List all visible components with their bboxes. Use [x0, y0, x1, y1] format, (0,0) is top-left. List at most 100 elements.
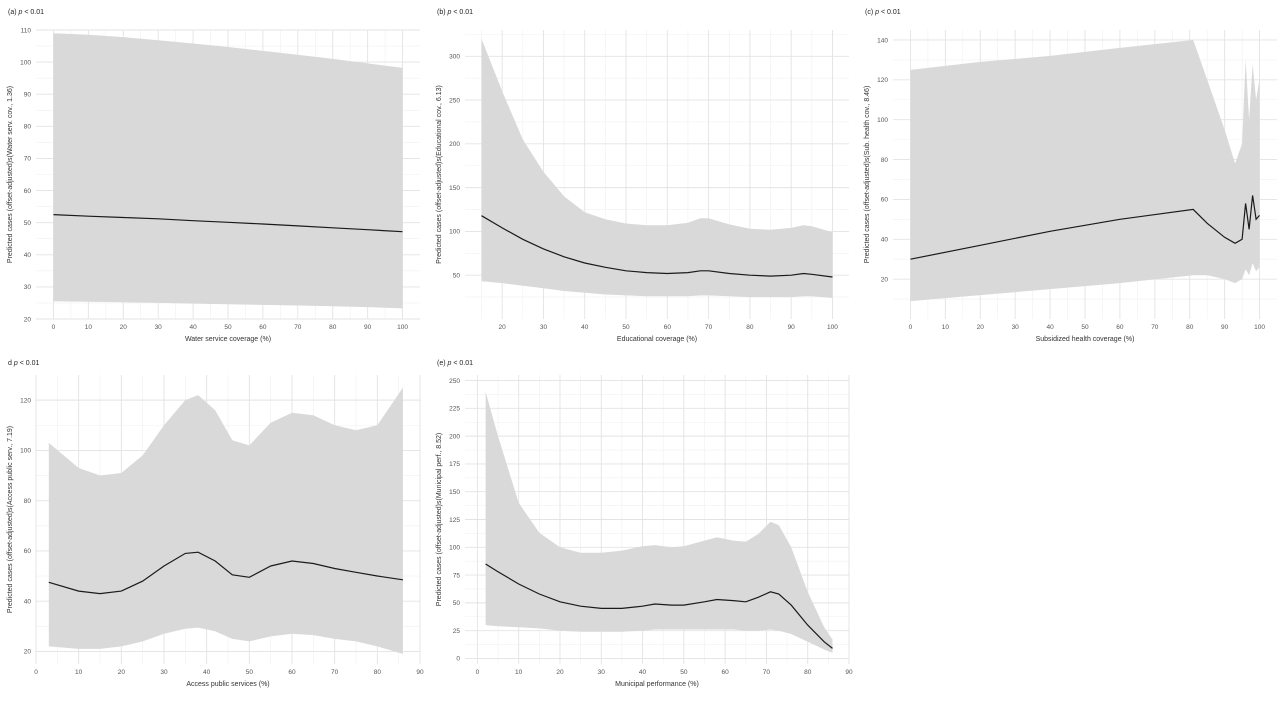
panel-a-confidence-band: [53, 33, 403, 309]
panel-d-confidence-band: [48, 387, 403, 654]
panel-d: 0 10 20 30 40 50 60 70 80 90 20 40 60 80 100 120 Access …: [7, 360, 424, 688]
x-tick-label: 80: [374, 669, 382, 676]
x-tick-label: 80: [746, 324, 754, 331]
y-tick-label: 40: [881, 237, 889, 244]
panel-c: 0 10 20 30 40 50 60 70 80 90 100 20 40 60 80 100 120 140 S…: [864, 9, 1277, 343]
y-tick-label: 100: [877, 117, 888, 124]
y-tick-label: 300: [449, 54, 460, 61]
panel-c-fitted-line: [910, 195, 1260, 260]
panel-e-title-prefix: (e): [437, 360, 448, 367]
x-tick-label: 20: [556, 669, 564, 676]
panel-e-x-axis-label: Municipal performance (%): [615, 681, 699, 688]
x-tick-label: 70: [331, 669, 339, 676]
x-tick-label: 50: [622, 324, 630, 331]
x-tick-label: 0: [52, 324, 56, 331]
panel-c-title-p: p: [874, 9, 879, 16]
x-tick-label: 60: [664, 324, 672, 331]
panel-b-x-axis-label: Educational coverage (%): [617, 336, 697, 343]
x-tick-label: 0: [909, 324, 913, 331]
y-tick-label: 250: [449, 97, 460, 104]
panel-c-y-axis-label: Predicted cases (offset-adjusted)s(Sub. …: [864, 86, 871, 264]
panel-e-fitted-line: [485, 563, 833, 649]
x-tick-label: 10: [85, 324, 93, 331]
y-tick-label: 150: [449, 489, 460, 496]
panel-b-y-axis-label: Predicted cases (offset-adjusted)s(Educa…: [436, 85, 443, 264]
y-tick-label: 90: [24, 92, 32, 99]
x-tick-label: 10: [515, 669, 523, 676]
x-tick-label: 70: [763, 669, 771, 676]
x-tick-label: 70: [705, 324, 713, 331]
panel-b-fitted-line: [481, 215, 833, 278]
y-tick-label: 60: [881, 197, 889, 204]
y-tick-label: 60: [24, 548, 32, 555]
panel-c-x-axis-label: Subsidized health coverage (%): [1036, 336, 1135, 343]
y-tick-label: 75: [453, 572, 461, 579]
panel-c-confidence-band: [910, 40, 1260, 302]
y-tick-label: 70: [24, 156, 32, 163]
x-tick-label: 20: [118, 669, 126, 676]
panel-a-title-prefix: (a): [8, 9, 19, 16]
x-tick-label: 20: [977, 324, 985, 331]
x-tick-label: 80: [804, 669, 812, 676]
y-tick-label: 80: [881, 157, 889, 164]
x-tick-label: 100: [397, 324, 408, 331]
panel-a-title: (a) p < 0.01: [8, 9, 44, 16]
x-tick-label: 100: [1254, 324, 1265, 331]
y-tick-label: 20: [24, 316, 32, 323]
y-tick-label: 100: [449, 545, 460, 552]
x-tick-label: 60: [1116, 324, 1124, 331]
x-tick-label: 20: [499, 324, 507, 331]
x-tick-label: 40: [203, 669, 211, 676]
panel-a-y-axis-label: Predicted cases (offset-adjusted)s(Water…: [7, 86, 14, 263]
y-tick-label: 100: [20, 59, 31, 66]
y-tick-label: 80: [24, 124, 32, 131]
panel-e-confidence-band: [485, 391, 833, 653]
panel-a-fitted-line: [53, 214, 403, 233]
panel-e-y-axis-label: Predicted cases (offset-adjusted)s(Munic…: [436, 433, 443, 606]
x-tick-label: 40: [1046, 324, 1054, 331]
x-tick-label: 0: [34, 669, 38, 676]
y-tick-label: 50: [24, 220, 32, 227]
x-tick-label: 70: [1151, 324, 1159, 331]
panel-d-title-prefix: d: [8, 360, 14, 367]
y-tick-label: 50: [453, 273, 461, 280]
x-tick-label: 40: [639, 669, 647, 676]
x-tick-label: 50: [246, 669, 254, 676]
y-tick-label: 120: [877, 77, 888, 84]
x-tick-label: 60: [722, 669, 730, 676]
y-tick-label: 125: [449, 517, 460, 524]
x-tick-label: 60: [259, 324, 267, 331]
panel-b: 20 30 40 50 60 70 80 90 100 50 100 150 200 250 300 Educ…: [436, 9, 849, 343]
panel-b-title-prefix: (b): [437, 9, 448, 16]
x-tick-label: 0: [476, 669, 480, 676]
x-tick-label: 90: [845, 669, 853, 676]
panel-c-title-prefix: (c): [865, 9, 875, 16]
y-tick-label: 140: [877, 37, 888, 44]
x-tick-label: 10: [75, 669, 83, 676]
panel-d-title: d p < 0.01: [8, 360, 39, 367]
x-tick-label: 90: [416, 669, 424, 676]
x-tick-label: 10: [942, 324, 950, 331]
y-tick-label: 60: [24, 188, 32, 195]
x-tick-label: 20: [120, 324, 128, 331]
x-tick-label: 90: [788, 324, 796, 331]
panel-d-y-axis-label: Predicted cases (offset-adjusted)s(Acces…: [7, 426, 14, 613]
panel-c-title-suffix: < 0.01: [879, 9, 901, 16]
panel-d-title-suffix: < 0.01: [18, 360, 40, 367]
y-tick-label: 40: [24, 598, 32, 605]
panel-b-title-suffix: < 0.01: [451, 9, 473, 16]
x-tick-label: 30: [598, 669, 606, 676]
y-tick-label: 110: [21, 27, 32, 34]
x-tick-label: 30: [540, 324, 548, 331]
y-tick-label: 120: [20, 397, 31, 404]
panel-e-title-suffix: < 0.01: [451, 360, 473, 367]
y-tick-label: 225: [449, 406, 460, 413]
x-tick-label: 50: [224, 324, 232, 331]
y-tick-label: 20: [881, 276, 889, 283]
panel-b-title-p: p: [447, 9, 452, 16]
y-tick-label: 100: [449, 229, 460, 236]
y-tick-label: 100: [20, 448, 31, 455]
y-tick-label: 175: [449, 461, 460, 468]
x-tick-label: 60: [288, 669, 296, 676]
